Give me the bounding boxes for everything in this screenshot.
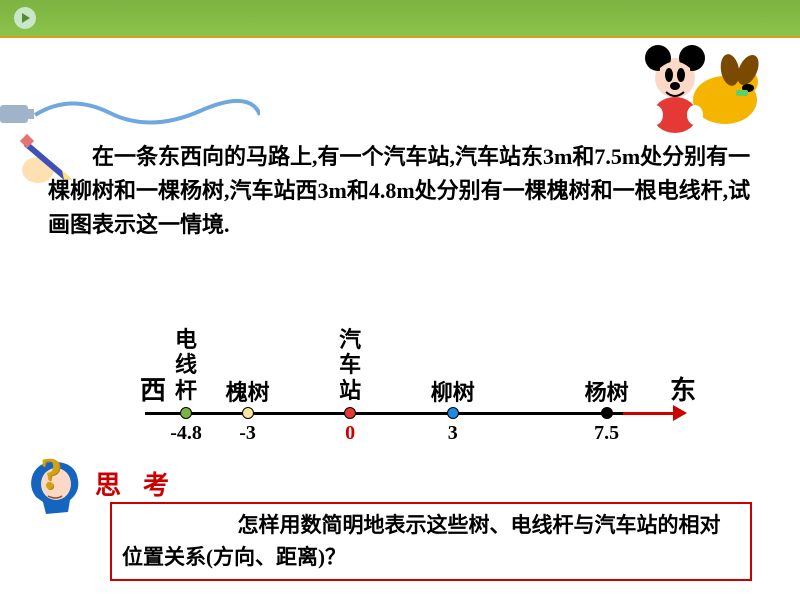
- arrow-line: [623, 412, 675, 415]
- point-name: 电线杆: [175, 327, 197, 403]
- numberline-dot: [344, 407, 356, 419]
- east-label: 东: [670, 370, 696, 407]
- point-name: 柳树: [431, 375, 475, 407]
- numberline-axis: -4.8-3037.5: [145, 412, 675, 415]
- problem-text: 在一条东西向的马路上,有一个汽车站,汽车站东3m和7.5m处分别有一棵柳树和一棵…: [48, 140, 752, 242]
- arrowhead-icon: [673, 405, 687, 421]
- numberline-dot: [601, 407, 613, 419]
- numberline-dot: [180, 407, 192, 419]
- numberline-dot: [447, 407, 459, 419]
- tick-value: -3: [239, 422, 256, 445]
- play-button-icon[interactable]: [14, 7, 36, 29]
- point-name: 杨树: [585, 375, 629, 407]
- think-label: 思考: [95, 465, 191, 502]
- point-name: 汽车站: [339, 327, 361, 403]
- question-mark-icon: ?: [40, 448, 62, 499]
- west-label: 西: [140, 370, 166, 407]
- numberline-dot: [242, 407, 254, 419]
- point-name: 槐树: [226, 375, 270, 407]
- tick-value: 3: [448, 422, 458, 445]
- question-box: 怎样用数简明地表示这些树、电线杆与汽车站的相对位置关系(方向、距离)？: [110, 502, 752, 581]
- tick-value: 7.5: [594, 422, 619, 445]
- tick-value: -4.8: [170, 422, 202, 445]
- tick-value: 0: [345, 422, 355, 445]
- cartoon-characters-icon: [630, 30, 770, 140]
